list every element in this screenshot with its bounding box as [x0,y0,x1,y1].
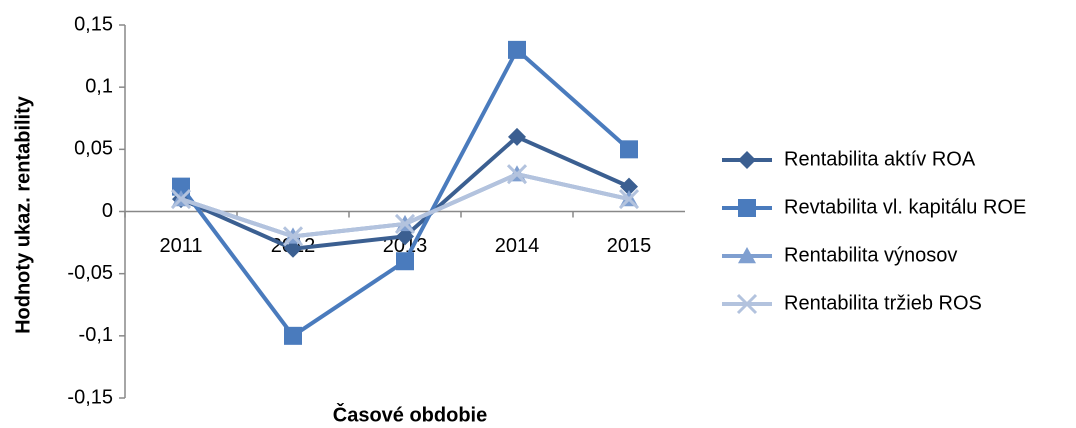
data-point [618,189,640,210]
data-point [396,227,414,246]
data-point [170,189,192,210]
y-tick-label: 0,15 [74,13,113,35]
legend-label: Rentabilita tržieb ROS [784,292,982,314]
x-tick-label: 2011 [159,235,202,257]
data-point [620,140,638,159]
y-tick-label: 0,05 [74,138,113,160]
data-point [284,326,302,345]
data-point [282,226,304,247]
data-point [284,239,302,258]
legend-label: Rentabilita výnosov [784,244,957,266]
y-tick-label: 0 [102,200,113,222]
y-tick-label: -0,1 [79,324,113,346]
data-point [172,177,190,196]
data-point [396,252,414,271]
data-point [508,40,526,59]
legend-marker [738,247,756,264]
legend-label: Rentabilita aktív ROA [784,148,976,170]
y-tick-label: -0,15 [67,386,113,408]
x-tick-label: 2014 [495,235,540,257]
y-axis-label: Hodnoty ukaz. rentability [12,95,34,334]
x-axis-label: Časové obdobie [333,402,487,426]
legend-marker [738,151,756,169]
y-tick-label: 0,1 [85,75,113,97]
legend-label: Revtabilita vl. kapitálu ROE [784,196,1026,218]
legend-marker [736,293,758,315]
y-tick-label: -0,05 [67,262,113,284]
data-point [620,177,638,196]
legend-marker [738,199,756,217]
data-point [508,127,526,146]
data-point [506,164,528,185]
data-point [394,213,416,234]
x-tick-label: 2015 [607,235,652,257]
series-line [179,47,631,338]
